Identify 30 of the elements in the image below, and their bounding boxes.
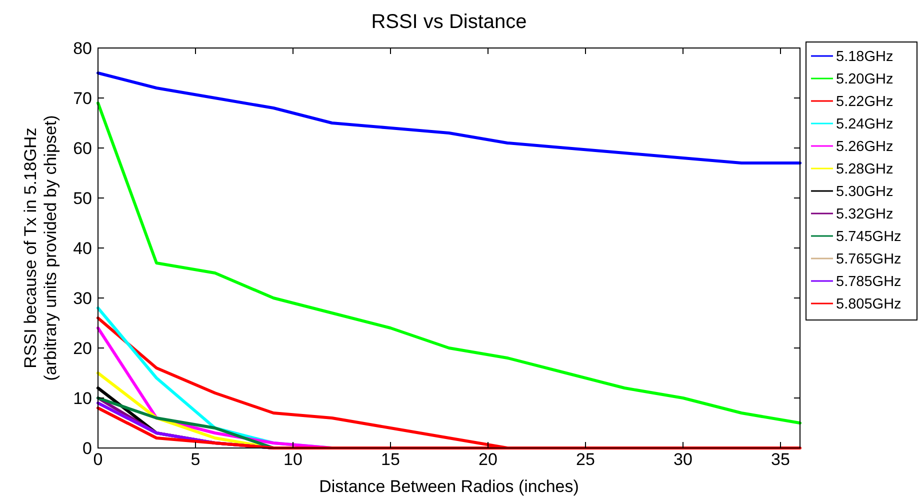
x-tick-label: 30 (674, 450, 692, 469)
y-axis-title: RSSI because of Tx in 5.18GHz (arbitrary units provided by chipset) (21, 115, 60, 381)
legend-label: 5.765GHz (836, 252, 902, 268)
y-tick-label: 20 (73, 339, 92, 358)
chart-title: RSSI vs Distance (371, 11, 527, 33)
y-tick-label: 30 (73, 289, 92, 308)
y-tick-label: 40 (73, 239, 92, 258)
legend-label: 5.24GHz (836, 116, 894, 132)
legend-label: 5.785GHz (836, 274, 902, 290)
legend-label: 5.32GHz (836, 206, 894, 222)
legend-label: 5.20GHz (836, 72, 894, 88)
y-tick-label: 70 (73, 89, 92, 108)
y-tick-label: 80 (73, 39, 92, 58)
legend-label: 5.18GHz (836, 49, 894, 65)
legend-label: 5.30GHz (836, 184, 894, 200)
x-tick-label: 10 (284, 450, 302, 469)
x-tick-label: 25 (576, 450, 595, 469)
legend-label: 5.26GHz (836, 139, 894, 155)
x-tick-label: 5 (190, 450, 200, 469)
x-tick-label: 20 (478, 450, 498, 469)
y-tick-label: 60 (73, 139, 92, 158)
legend-label: 5.805GHz (836, 296, 902, 312)
legend-label: 5.745GHz (836, 229, 902, 245)
legend-label: 5.28GHz (836, 162, 894, 178)
x-axis-title: Distance Between Radios (inches) (319, 477, 579, 496)
x-tick-label: 15 (381, 450, 400, 469)
x-tick-label: 35 (771, 450, 790, 469)
legend-label: 5.22GHz (836, 94, 894, 110)
y-tick-label: 50 (73, 189, 92, 208)
y-tick-label: 10 (73, 389, 92, 408)
